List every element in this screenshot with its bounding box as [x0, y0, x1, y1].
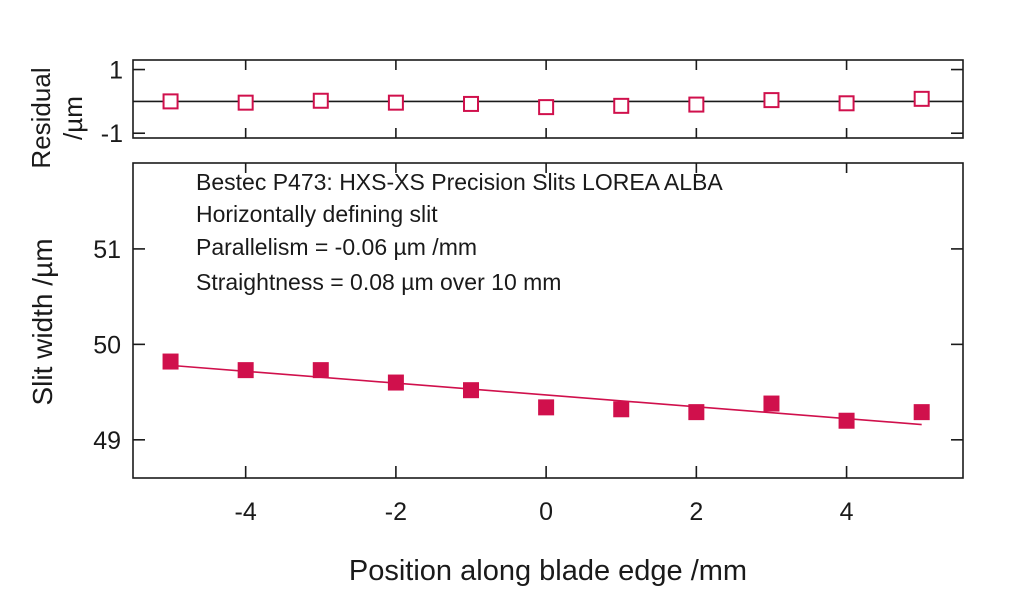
residual-ytick-label: 1 [109, 57, 123, 85]
main-point [463, 382, 480, 399]
residual-point [688, 96, 705, 113]
annotation-line-4: Straightness = 0.08 µm over 10 mm [196, 269, 561, 295]
residual-point [387, 94, 404, 111]
residual-ylabel-line1: Residual [26, 67, 56, 168]
main-point [688, 404, 705, 421]
xtick-label: -2 [385, 498, 407, 526]
main-point [387, 374, 404, 391]
main-point [538, 399, 555, 416]
main-point [162, 353, 179, 370]
main-y-ticks: 49 50 51 [93, 236, 963, 455]
residual-ylabel-line2: /µm [58, 96, 88, 140]
fit-line [170, 364, 922, 426]
main-ytick-label: 49 [93, 427, 121, 455]
xtick-label: 2 [689, 498, 703, 526]
residual-point [312, 92, 329, 109]
main-x-ticks [244, 163, 848, 478]
main-point [237, 362, 254, 379]
xtick-label: -4 [235, 498, 257, 526]
xtick-label: 4 [840, 498, 854, 526]
main-point [763, 395, 780, 412]
residual-points [162, 90, 930, 116]
x-tick-labels: -4 -2 0 2 4 [235, 498, 854, 526]
residual-ytick-label: -1 [101, 120, 123, 148]
x-axis-label: Position along blade edge /mm [349, 555, 747, 587]
xtick-label: 0 [539, 498, 553, 526]
residual-point [913, 90, 930, 107]
main-ytick-label: 51 [93, 236, 121, 264]
residual-x-ticks [244, 60, 848, 138]
annotations: Bestec P473: HXS-XS Precision Slits LORE… [196, 169, 723, 295]
annotation-line-2: Horizontally defining slit [196, 201, 438, 227]
residual-point [237, 94, 254, 111]
residual-point [463, 95, 480, 112]
residual-y-ticks: 1 -1 [101, 57, 963, 148]
residual-plot-frame [132, 59, 964, 139]
residual-panel: 1 -1 Residual /µm [26, 57, 964, 169]
main-point [613, 401, 630, 418]
residual-point [838, 95, 855, 112]
main-point [312, 362, 329, 379]
main-point [913, 404, 930, 421]
annotation-line-3: Parallelism = -0.06 µm /mm [196, 234, 477, 260]
residual-point [763, 92, 780, 109]
residual-point [162, 93, 179, 110]
main-ytick-label: 50 [93, 331, 121, 359]
main-plot-frame [132, 162, 964, 479]
annotation-line-1: Bestec P473: HXS-XS Precision Slits LORE… [196, 169, 723, 195]
main-points [162, 353, 930, 429]
main-point [838, 412, 855, 429]
main-panel: 49 50 51 Slit width /µm Bestec P473: HXS-X… [27, 162, 964, 479]
main-ylabel: Slit width /µm [27, 238, 58, 405]
residual-point [613, 97, 630, 114]
residual-point [538, 99, 555, 116]
